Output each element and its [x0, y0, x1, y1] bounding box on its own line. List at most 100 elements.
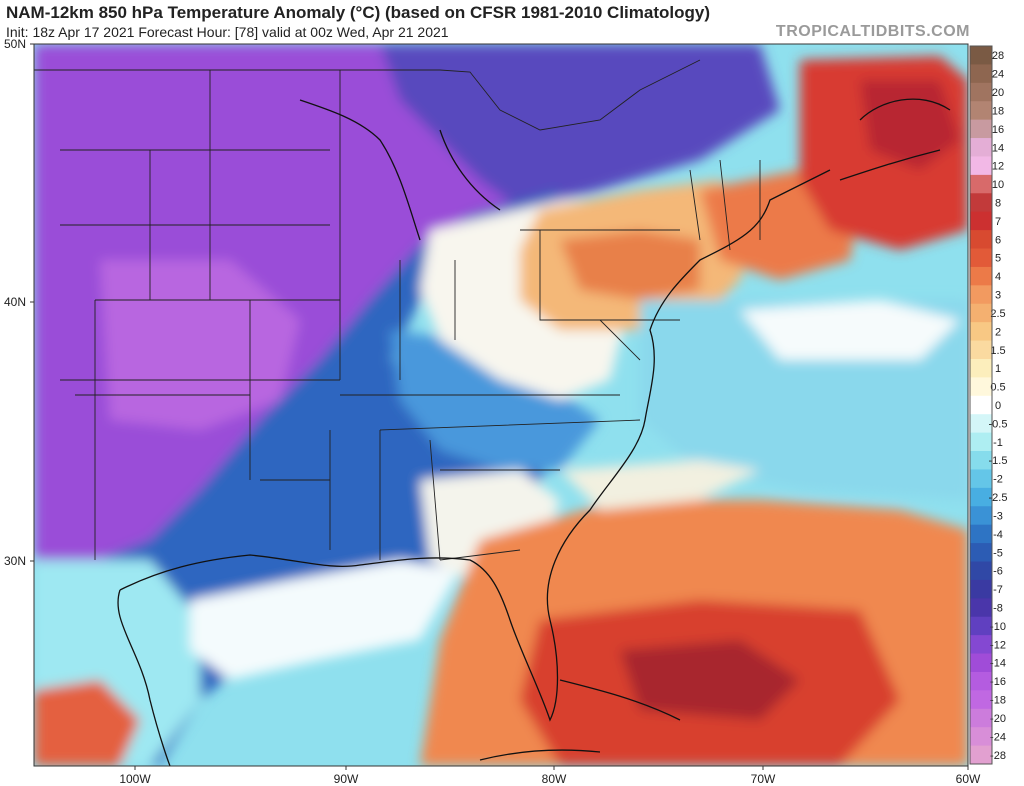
colorbar-label: 18 — [992, 105, 1004, 117]
colorbar-swatch — [970, 671, 992, 691]
colorbar-swatch — [970, 451, 992, 470]
colorbar-swatch — [970, 156, 992, 176]
colorbar-swatch — [970, 119, 992, 139]
lon-label-80w: 80W — [542, 772, 567, 786]
colorbar-swatch — [970, 322, 992, 342]
colorbar-label: 20 — [992, 87, 1004, 99]
colorbar-swatch — [970, 82, 992, 102]
colorbar-swatch — [970, 138, 992, 157]
colorbar-swatch — [970, 340, 992, 360]
colorbar-frame — [969, 45, 993, 765]
colorbar-swatch — [970, 266, 992, 286]
colorbar-label: -0.5 — [989, 418, 1008, 430]
colorbar-label: -3 — [993, 510, 1003, 522]
lat-label-30n: 30N — [4, 554, 26, 568]
lon-label-60w: 60W — [956, 772, 981, 786]
colorbar-swatch — [970, 506, 992, 526]
colorbar-label: -14 — [990, 658, 1006, 670]
colorbar-label: -20 — [990, 713, 1006, 725]
colorbar-label: 5 — [995, 253, 1001, 265]
colorbar-label: 8 — [995, 197, 1001, 209]
anomaly-atlantic-white — [740, 300, 960, 360]
colorbar-label: 2.5 — [990, 308, 1005, 320]
colorbar-swatch — [970, 395, 992, 415]
colorbar-label: -16 — [990, 676, 1006, 688]
colorbar-label: -28 — [990, 750, 1006, 762]
colorbar-label: -1.5 — [989, 455, 1008, 467]
colorbar-label: -24 — [990, 731, 1006, 743]
colorbar-label: -10 — [990, 621, 1006, 633]
lon-label-90w: 90W — [334, 772, 359, 786]
colorbar-label: 3 — [995, 290, 1001, 302]
colorbar-label: -12 — [990, 639, 1006, 651]
colorbar-label: -4 — [993, 529, 1003, 541]
colorbar-swatch — [970, 727, 992, 747]
warm-anomaly-pennsylvania — [560, 230, 700, 300]
colorbar-label: 6 — [995, 234, 1001, 246]
anomaly-white-gulf — [190, 560, 460, 680]
colorbar-label: 4 — [995, 271, 1001, 283]
colorbar-swatch — [970, 285, 992, 305]
colorbar-swatch — [970, 211, 992, 231]
anomaly-east-white — [560, 460, 760, 510]
colorbar-label: 0.5 — [990, 382, 1005, 394]
colorbar-swatch — [970, 193, 992, 213]
colorbar-swatch — [970, 358, 992, 378]
warm-anomaly-caribbean-core — [620, 640, 800, 720]
colorbar-label: 12 — [992, 161, 1004, 173]
colorbar-label: 2 — [995, 326, 1001, 338]
lat-label-40n: 40N — [4, 295, 26, 309]
state-borders — [34, 59, 761, 561]
coastlines — [117, 98, 951, 766]
colorbar-label: 10 — [992, 179, 1004, 191]
colorbar-swatch — [970, 616, 992, 636]
colorbar-label: 1 — [995, 363, 1001, 375]
colorbar-label: 1.5 — [990, 345, 1005, 357]
colorbar-swatch — [970, 414, 992, 434]
colorbar-swatch — [970, 377, 992, 397]
colorbar-swatch — [970, 635, 992, 655]
colorbar-swatch — [970, 101, 992, 121]
colorbar-swatch — [970, 543, 992, 562]
colorbar-label: -2 — [993, 474, 1003, 486]
colorbar-swatch — [970, 708, 992, 728]
colorbar-label: -5 — [993, 547, 1003, 559]
colorbar-swatch — [970, 46, 992, 65]
colorbar-swatch — [970, 248, 992, 268]
colorbar-label: 16 — [992, 124, 1004, 136]
colorbar-swatch — [970, 690, 992, 710]
colorbar-label: 0 — [995, 400, 1001, 412]
colorbar-swatch — [970, 174, 992, 194]
colorbar-label: 7 — [995, 216, 1001, 228]
colorbar-label: -1 — [993, 437, 1003, 449]
colorbar-swatch — [970, 64, 992, 84]
colorbar-swatch — [970, 745, 992, 765]
colorbar-swatch — [970, 487, 992, 507]
colorbar-swatch — [970, 579, 992, 599]
colorbar-swatch — [970, 598, 992, 618]
cold-anomaly-violet-north — [380, 44, 780, 210]
chart-title: NAM-12km 850 hPa Temperature Anomaly (°C… — [6, 3, 710, 22]
init-forecast-info: Init: 18z Apr 17 2021 Forecast Hour: [78… — [6, 24, 449, 40]
lon-label-70w: 70W — [751, 772, 776, 786]
colorbar-swatch — [970, 469, 992, 489]
colorbar-label: -6 — [993, 566, 1003, 578]
colorbar-label: -8 — [993, 603, 1003, 615]
colorbar-label: 14 — [992, 142, 1004, 154]
colorbar-label: -2.5 — [989, 492, 1008, 504]
colorbar-label: 28 — [992, 50, 1004, 62]
colorbar-swatch — [970, 230, 992, 250]
colorbar-swatch — [970, 432, 992, 452]
colorbar-label: -7 — [993, 584, 1003, 596]
colorbar-swatch — [970, 303, 992, 323]
colorbar-label: 24 — [992, 69, 1004, 81]
map-frame — [33, 43, 969, 767]
lon-label-100w: 100W — [119, 772, 151, 786]
colorbar-label: -18 — [990, 695, 1006, 707]
cold-anomaly-medium-blue — [390, 330, 600, 470]
colorbar-swatch — [970, 653, 992, 673]
lat-label-50n: 50N — [4, 37, 26, 51]
warm-anomaly-mexico — [34, 680, 140, 766]
brand-watermark: TROPICALTIDBITS.COM — [775, 23, 970, 40]
